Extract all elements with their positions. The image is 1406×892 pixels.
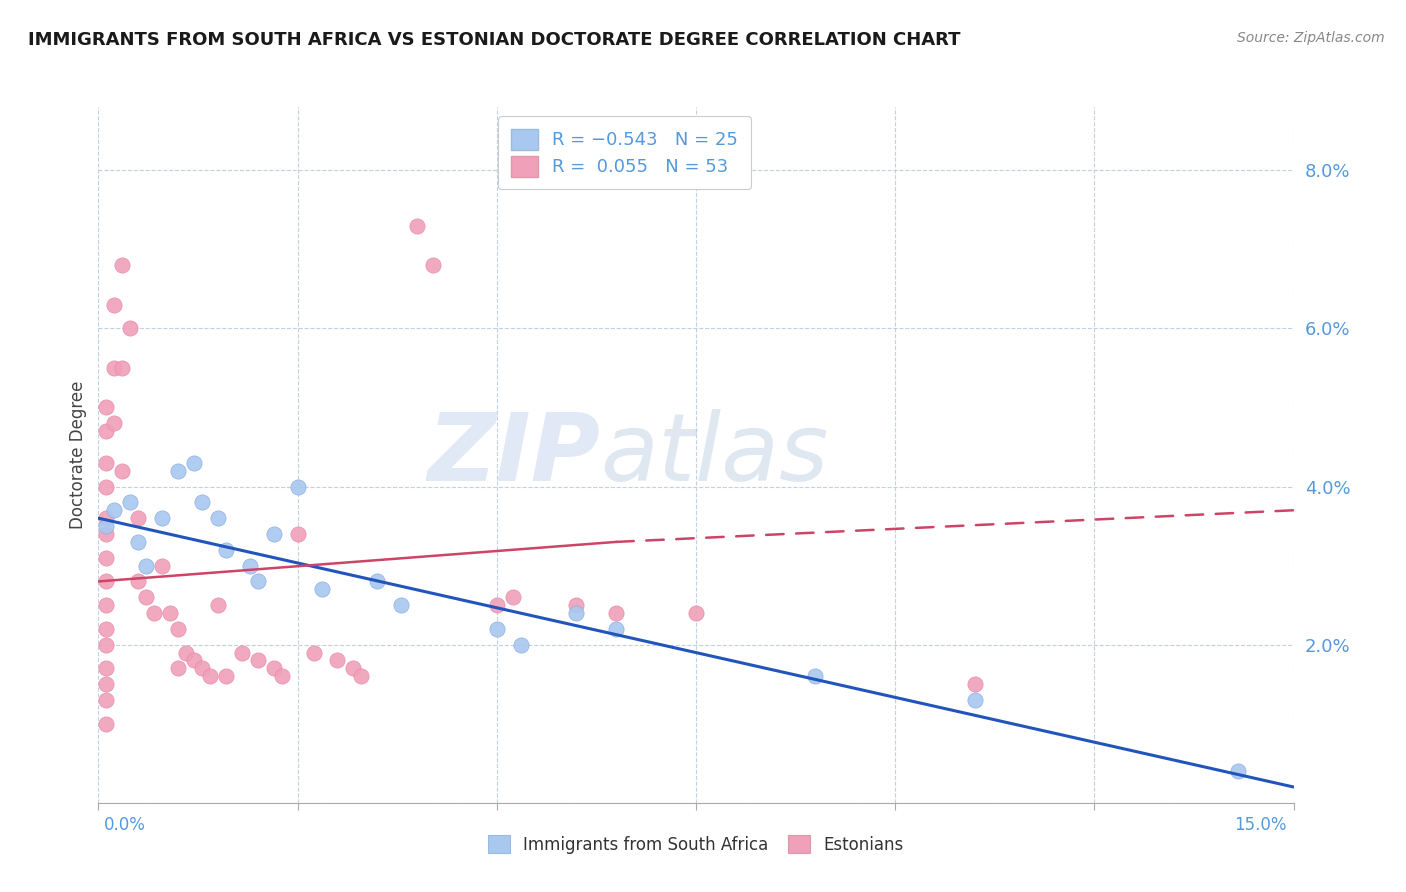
Point bbox=[509, 638, 531, 652]
Point bbox=[287, 479, 309, 493]
Point bbox=[96, 622, 118, 636]
Point bbox=[311, 582, 333, 597]
Point bbox=[96, 527, 118, 541]
Point bbox=[804, 669, 827, 683]
Point bbox=[215, 542, 238, 557]
Point bbox=[246, 653, 269, 667]
Point bbox=[342, 661, 364, 675]
Point bbox=[103, 503, 125, 517]
Point bbox=[127, 574, 149, 589]
Point bbox=[207, 598, 229, 612]
Point bbox=[96, 677, 118, 691]
Point bbox=[191, 661, 214, 675]
Point bbox=[135, 558, 157, 573]
Point bbox=[406, 219, 429, 233]
Point bbox=[135, 591, 157, 605]
Point bbox=[565, 606, 588, 620]
Point bbox=[207, 511, 229, 525]
Point bbox=[366, 574, 388, 589]
Point bbox=[120, 321, 142, 335]
Point bbox=[167, 464, 190, 478]
Point bbox=[183, 653, 205, 667]
Point bbox=[96, 598, 118, 612]
Point bbox=[231, 646, 253, 660]
Point bbox=[502, 591, 524, 605]
Point bbox=[120, 495, 142, 509]
Point bbox=[191, 495, 214, 509]
Point bbox=[159, 606, 181, 620]
Point bbox=[263, 661, 285, 675]
Point bbox=[96, 519, 118, 533]
Point bbox=[485, 622, 508, 636]
Point bbox=[263, 527, 285, 541]
Point bbox=[239, 558, 262, 573]
Point bbox=[270, 669, 292, 683]
Point bbox=[96, 638, 118, 652]
Point bbox=[96, 511, 118, 525]
Point bbox=[167, 622, 190, 636]
Point bbox=[287, 527, 309, 541]
Point bbox=[103, 360, 125, 375]
Point bbox=[174, 646, 197, 660]
Point bbox=[103, 298, 125, 312]
Point bbox=[198, 669, 221, 683]
Point bbox=[565, 598, 588, 612]
Point bbox=[605, 606, 627, 620]
Point bbox=[96, 479, 118, 493]
Point bbox=[422, 258, 444, 272]
Point bbox=[963, 693, 986, 707]
Point bbox=[96, 424, 118, 438]
Point bbox=[143, 606, 166, 620]
Point bbox=[150, 558, 173, 573]
Point bbox=[685, 606, 707, 620]
Point bbox=[485, 598, 508, 612]
Point bbox=[605, 622, 627, 636]
Point bbox=[246, 574, 269, 589]
Text: atlas: atlas bbox=[600, 409, 828, 500]
Point bbox=[302, 646, 325, 660]
Point bbox=[96, 550, 118, 565]
Point bbox=[150, 511, 173, 525]
Point bbox=[96, 661, 118, 675]
Text: 0.0%: 0.0% bbox=[104, 816, 146, 834]
Point bbox=[350, 669, 373, 683]
Point bbox=[326, 653, 349, 667]
Point bbox=[111, 360, 134, 375]
Point bbox=[127, 534, 149, 549]
Point bbox=[1226, 764, 1249, 779]
Point bbox=[96, 574, 118, 589]
Point bbox=[96, 456, 118, 470]
Point bbox=[111, 464, 134, 478]
Point bbox=[127, 511, 149, 525]
Text: Source: ZipAtlas.com: Source: ZipAtlas.com bbox=[1237, 31, 1385, 45]
Point bbox=[215, 669, 238, 683]
Point bbox=[96, 716, 118, 731]
Point bbox=[183, 456, 205, 470]
Text: ZIP: ZIP bbox=[427, 409, 600, 501]
Text: 15.0%: 15.0% bbox=[1234, 816, 1286, 834]
Text: IMMIGRANTS FROM SOUTH AFRICA VS ESTONIAN DOCTORATE DEGREE CORRELATION CHART: IMMIGRANTS FROM SOUTH AFRICA VS ESTONIAN… bbox=[28, 31, 960, 49]
Point bbox=[103, 417, 125, 431]
Point bbox=[111, 258, 134, 272]
Point bbox=[96, 401, 118, 415]
Point bbox=[389, 598, 412, 612]
Y-axis label: Doctorate Degree: Doctorate Degree bbox=[69, 381, 87, 529]
Point bbox=[96, 693, 118, 707]
Point bbox=[167, 661, 190, 675]
Legend: Immigrants from South Africa, Estonians: Immigrants from South Africa, Estonians bbox=[481, 829, 911, 861]
Point bbox=[963, 677, 986, 691]
